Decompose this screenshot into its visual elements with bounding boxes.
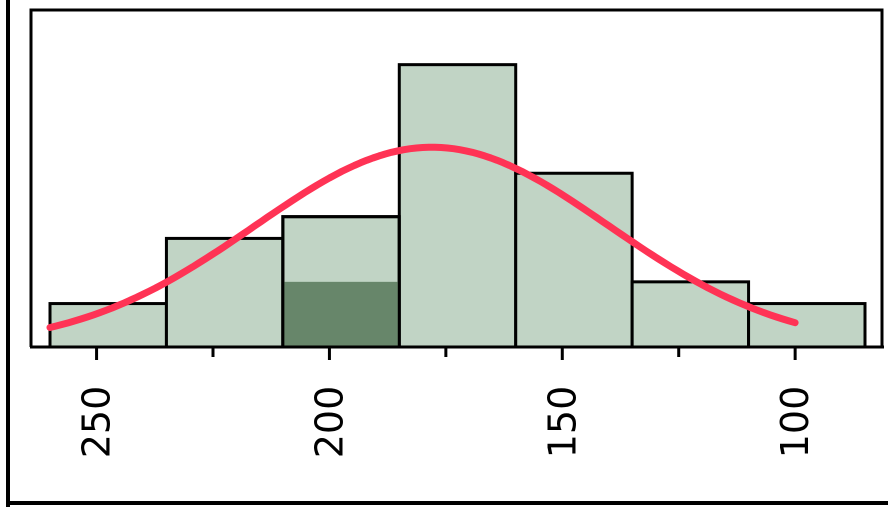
highlight-bar [282, 281, 400, 347]
curve-group [46, 143, 799, 331]
normal-curve [46, 143, 799, 331]
x-tick-label-250: 250 [75, 386, 119, 459]
plot-frame [29, 8, 884, 347]
x-ticks-group: 250 200 150 100 [75, 347, 817, 459]
histogram-bar-5 [630, 280, 751, 349]
histogram-bar-1 [164, 236, 285, 349]
x-tick-label-100: 100 [773, 386, 817, 459]
x-tick-label-200: 200 [307, 386, 351, 459]
x-tick-label-150: 150 [540, 386, 584, 459]
histogram-bar-3 [397, 63, 518, 349]
